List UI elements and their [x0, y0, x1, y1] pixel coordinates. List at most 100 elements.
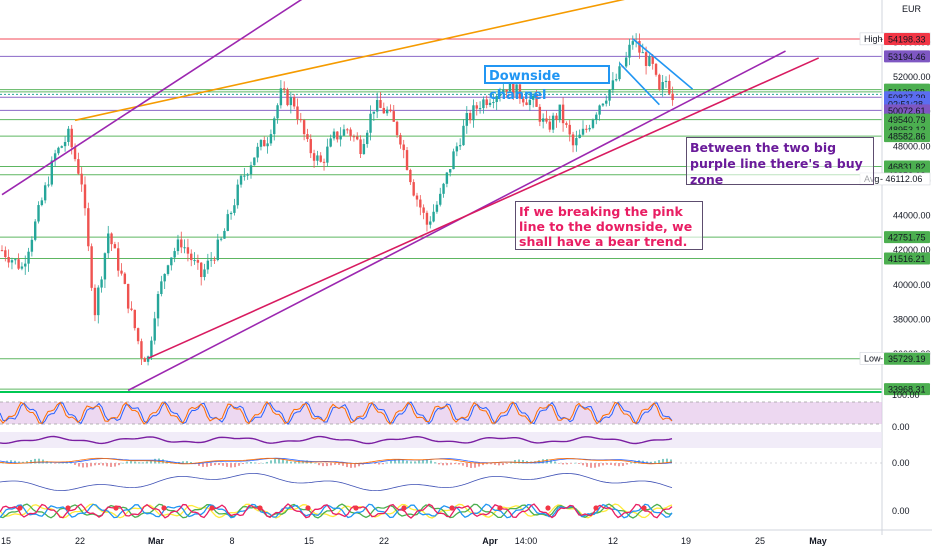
currency-label: EUR: [902, 4, 922, 14]
candle: [409, 169, 412, 183]
candle: [468, 113, 472, 121]
candle: [107, 233, 110, 254]
candle: [641, 52, 644, 54]
price-stat-tag: Low: [864, 353, 881, 363]
trend-line: [632, 38, 694, 90]
osc-dot: [65, 505, 71, 511]
macd-bar: [146, 461, 148, 464]
macd-bar: [82, 463, 84, 468]
candle: [548, 121, 551, 130]
macd-bar: [602, 463, 604, 466]
macd-bar: [350, 463, 352, 468]
macd-bar: [130, 461, 132, 464]
macd-bar: [654, 461, 656, 464]
macd-bar: [486, 463, 488, 465]
osc-dot: [17, 505, 23, 511]
candle: [183, 247, 186, 249]
candle: [342, 129, 346, 136]
candle: [302, 120, 306, 135]
macd-bar: [466, 463, 468, 468]
candle: [70, 128, 73, 148]
candle: [193, 260, 196, 262]
macd-bar: [26, 461, 28, 464]
annotation-bear-trend[interactable]: If we breaking the pink line to the down…: [515, 201, 703, 250]
macd-bar: [430, 460, 432, 464]
volume-line: [0, 472, 673, 492]
osc-line: [0, 503, 673, 519]
candle: [488, 102, 492, 106]
macd-bar: [22, 461, 24, 464]
macd-bar: [494, 463, 496, 465]
candle: [203, 269, 206, 278]
candle: [216, 239, 219, 260]
candle: [209, 259, 213, 261]
rsi-line: [0, 435, 673, 445]
candle: [332, 131, 336, 139]
candle: [329, 138, 332, 147]
x-tick-label: 15: [1, 536, 11, 546]
candle: [422, 207, 425, 213]
osc-tick-label: 0.00: [892, 506, 910, 516]
x-tick-label: 14:00: [515, 536, 538, 546]
candle: [316, 155, 319, 161]
macd-bar: [398, 458, 400, 464]
macd-bar: [246, 462, 248, 464]
candle: [415, 195, 419, 200]
macd-bar: [290, 461, 292, 464]
macd-bar: [282, 459, 284, 464]
candle: [372, 111, 376, 114]
candle: [442, 183, 445, 194]
macd-bar: [206, 463, 208, 467]
annotation-buy-zone[interactable]: Between the two big purple line there's …: [686, 137, 874, 187]
macd-bar: [582, 463, 584, 466]
macd-bar: [318, 463, 320, 466]
candle: [110, 233, 113, 245]
macd-bar: [614, 463, 616, 466]
candle: [525, 102, 528, 105]
candle: [10, 260, 14, 263]
candle: [522, 98, 525, 103]
macd-bar: [482, 463, 484, 466]
candle: [14, 259, 17, 261]
macd-bar: [70, 462, 72, 464]
macd-bar: [458, 463, 460, 465]
candle: [528, 99, 532, 105]
macd-bar: [474, 463, 476, 468]
candle: [123, 273, 127, 284]
candle: [611, 80, 615, 90]
candle: [608, 89, 611, 101]
macd-bar: [478, 463, 480, 467]
macd-bar: [422, 459, 424, 464]
annotation-downside-channel[interactable]: Downside channel: [484, 65, 610, 103]
macd-bar: [134, 461, 136, 464]
candle: [671, 93, 674, 101]
candle: [24, 263, 27, 267]
candle: [478, 108, 482, 110]
candle: [618, 66, 621, 80]
macd-bar: [294, 461, 296, 464]
candle: [206, 260, 210, 270]
candle: [532, 95, 535, 100]
macd-bar: [590, 463, 592, 468]
osc-tick-label: 0.00: [892, 422, 910, 432]
macd-bar: [626, 463, 628, 465]
candle: [253, 157, 256, 166]
candle: [190, 253, 193, 261]
candle: [7, 256, 10, 263]
price-label-box: [884, 32, 930, 45]
candle: [236, 184, 239, 206]
candle: [130, 308, 133, 310]
x-tick-label: 15: [304, 536, 314, 546]
macd-bar: [138, 462, 140, 464]
candle: [83, 184, 87, 209]
candle: [668, 80, 671, 94]
macd-bar: [106, 463, 108, 467]
candle: [432, 211, 435, 222]
macd-bar: [470, 463, 472, 468]
candle: [661, 82, 664, 90]
macd-bar: [618, 463, 620, 467]
macd-bar: [514, 460, 516, 464]
candle: [375, 100, 379, 112]
